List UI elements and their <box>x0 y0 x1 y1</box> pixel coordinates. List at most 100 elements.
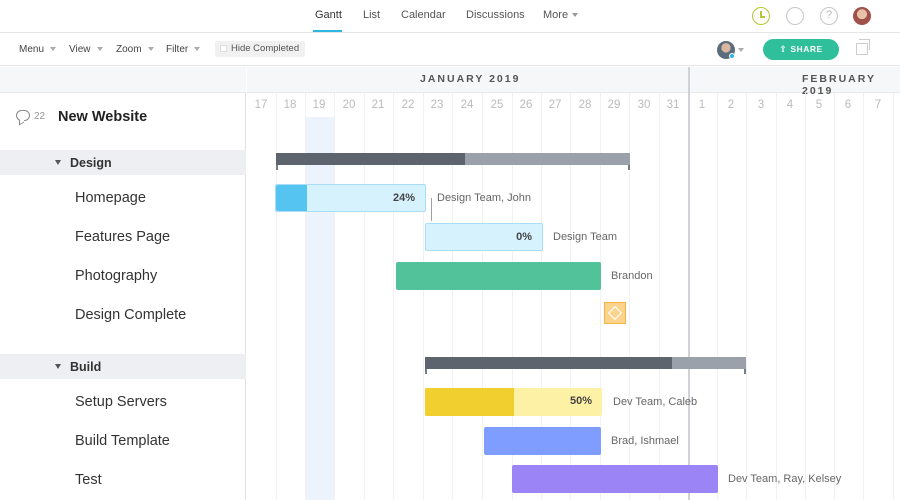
group-label: Design <box>70 156 112 170</box>
zoom-dropdown[interactable]: Zoom <box>116 44 154 55</box>
avatar[interactable] <box>853 7 871 25</box>
grid-line <box>423 93 424 500</box>
day-label: 30 <box>637 99 651 111</box>
task-homepage[interactable]: Homepage <box>75 190 146 206</box>
day-label: 21 <box>371 99 385 111</box>
task-setup-servers[interactable]: Setup Servers <box>75 394 167 410</box>
day-label: 22 <box>401 99 415 111</box>
day-label: 6 <box>844 99 852 111</box>
assignee-label: Design Team, John <box>437 192 531 204</box>
tab-gantt[interactable]: Gantt <box>315 9 342 21</box>
grid-line <box>659 93 660 500</box>
day-label: 7 <box>874 99 882 111</box>
filter-dropdown[interactable]: Filter <box>166 44 201 55</box>
task-photography[interactable]: Photography <box>75 268 158 284</box>
checkbox-icon <box>220 45 227 52</box>
progress-fill <box>276 185 307 211</box>
top-nav: Gantt List Calendar Discussions More ? <box>0 0 900 33</box>
group-row-design[interactable]: Design <box>0 150 246 175</box>
day-label: 27 <box>548 99 562 111</box>
hide-completed-toggle[interactable]: Hide Completed <box>215 41 306 57</box>
percent-label: 0% <box>516 231 532 243</box>
task-bar-photography[interactable] <box>396 262 601 290</box>
day-label: 28 <box>578 99 592 111</box>
share-icon: ⇪ <box>779 44 788 54</box>
percent-label: 24% <box>392 192 415 204</box>
task-bar-features-page[interactable]: 0% <box>425 223 543 251</box>
day-label: 17 <box>254 99 268 111</box>
day-label: 29 <box>607 99 621 111</box>
gantt-timeline: JANUARY 2019 FEBRUARY 2019 17 18 19 20 21 22 2… <box>247 67 900 500</box>
grid-line <box>863 93 864 500</box>
tab-calendar[interactable]: Calendar <box>401 9 446 21</box>
task-design-complete[interactable]: Design Complete <box>75 307 187 323</box>
grid-line <box>805 93 806 500</box>
day-label: 23 <box>430 99 444 111</box>
summary-tick <box>425 369 427 374</box>
summary-tick <box>628 165 630 170</box>
chevron-down-icon <box>147 47 154 52</box>
summary-bar-design-progress <box>276 153 465 165</box>
hide-completed-label: Hide Completed <box>231 43 300 54</box>
chevron-down-icon <box>96 47 103 52</box>
menu-dropdown[interactable]: Menu <box>19 44 57 55</box>
day-label: 18 <box>283 99 297 111</box>
task-list-panel: 22 New Website Design Homepage Features … <box>0 67 246 500</box>
chevron-down-icon <box>194 47 201 52</box>
summary-bar-build-progress <box>425 357 672 369</box>
today-highlight <box>305 117 335 500</box>
grid-line <box>893 93 894 500</box>
tab-list[interactable]: List <box>363 9 381 21</box>
day-label: 3 <box>757 99 765 111</box>
chevron-down-icon <box>572 13 579 18</box>
clock-icon[interactable] <box>752 7 770 25</box>
day-label: 2 <box>727 99 735 111</box>
group-label: Build <box>70 360 102 374</box>
month-header <box>247 67 900 93</box>
task-bar-test[interactable] <box>512 465 718 493</box>
month-label-january: JANUARY 2019 <box>420 73 521 85</box>
project-title[interactable]: New Website <box>58 109 148 125</box>
task-test[interactable]: Test <box>75 472 102 488</box>
chevron-down-icon <box>50 47 57 52</box>
assignee-label: Design Team <box>553 231 617 243</box>
summary-bar-build-remaining <box>672 357 746 369</box>
day-label: 25 <box>490 99 504 111</box>
help-icon[interactable]: ? <box>820 7 838 25</box>
grid-line <box>393 93 394 500</box>
chevron-down-icon[interactable] <box>738 48 744 52</box>
percent-label: 50% <box>569 395 592 407</box>
summary-tick <box>276 165 278 170</box>
grid-line <box>570 93 571 500</box>
tab-discussions[interactable]: Discussions <box>466 9 525 21</box>
milestone-design-complete[interactable] <box>604 302 626 324</box>
day-label: 1 <box>698 99 706 111</box>
grid-line <box>776 93 777 500</box>
caret-down-icon[interactable] <box>55 364 61 369</box>
grid-line <box>512 93 513 500</box>
day-label: 20 <box>342 99 356 111</box>
day-label: 5 <box>815 99 823 111</box>
zoom-label: Zoom <box>116 44 142 55</box>
share-button[interactable]: ⇪ SHARE <box>763 39 839 60</box>
day-label: 19 <box>312 99 326 111</box>
task-bar-setup-servers[interactable]: 50% <box>425 388 602 416</box>
grid-line <box>717 93 718 500</box>
group-row-build[interactable]: Build <box>0 354 246 379</box>
task-features-page[interactable]: Features Page <box>75 229 171 245</box>
task-build-template[interactable]: Build Template <box>75 433 170 449</box>
active-tab-indicator <box>313 30 342 32</box>
task-bar-build-template[interactable] <box>484 427 601 455</box>
grid-line <box>541 93 542 500</box>
filter-label: Filter <box>166 44 189 55</box>
grid-line <box>482 93 483 500</box>
view-dropdown[interactable]: View <box>69 44 103 55</box>
task-bar-homepage[interactable]: 24% <box>275 184 426 212</box>
view-label: View <box>69 44 91 55</box>
caret-down-icon[interactable] <box>55 160 61 165</box>
grid-line <box>600 93 601 500</box>
tab-more[interactable]: More <box>543 9 579 21</box>
search-icon[interactable] <box>786 7 804 25</box>
comment-icon[interactable] <box>16 110 30 121</box>
copy-icon[interactable] <box>856 39 870 55</box>
